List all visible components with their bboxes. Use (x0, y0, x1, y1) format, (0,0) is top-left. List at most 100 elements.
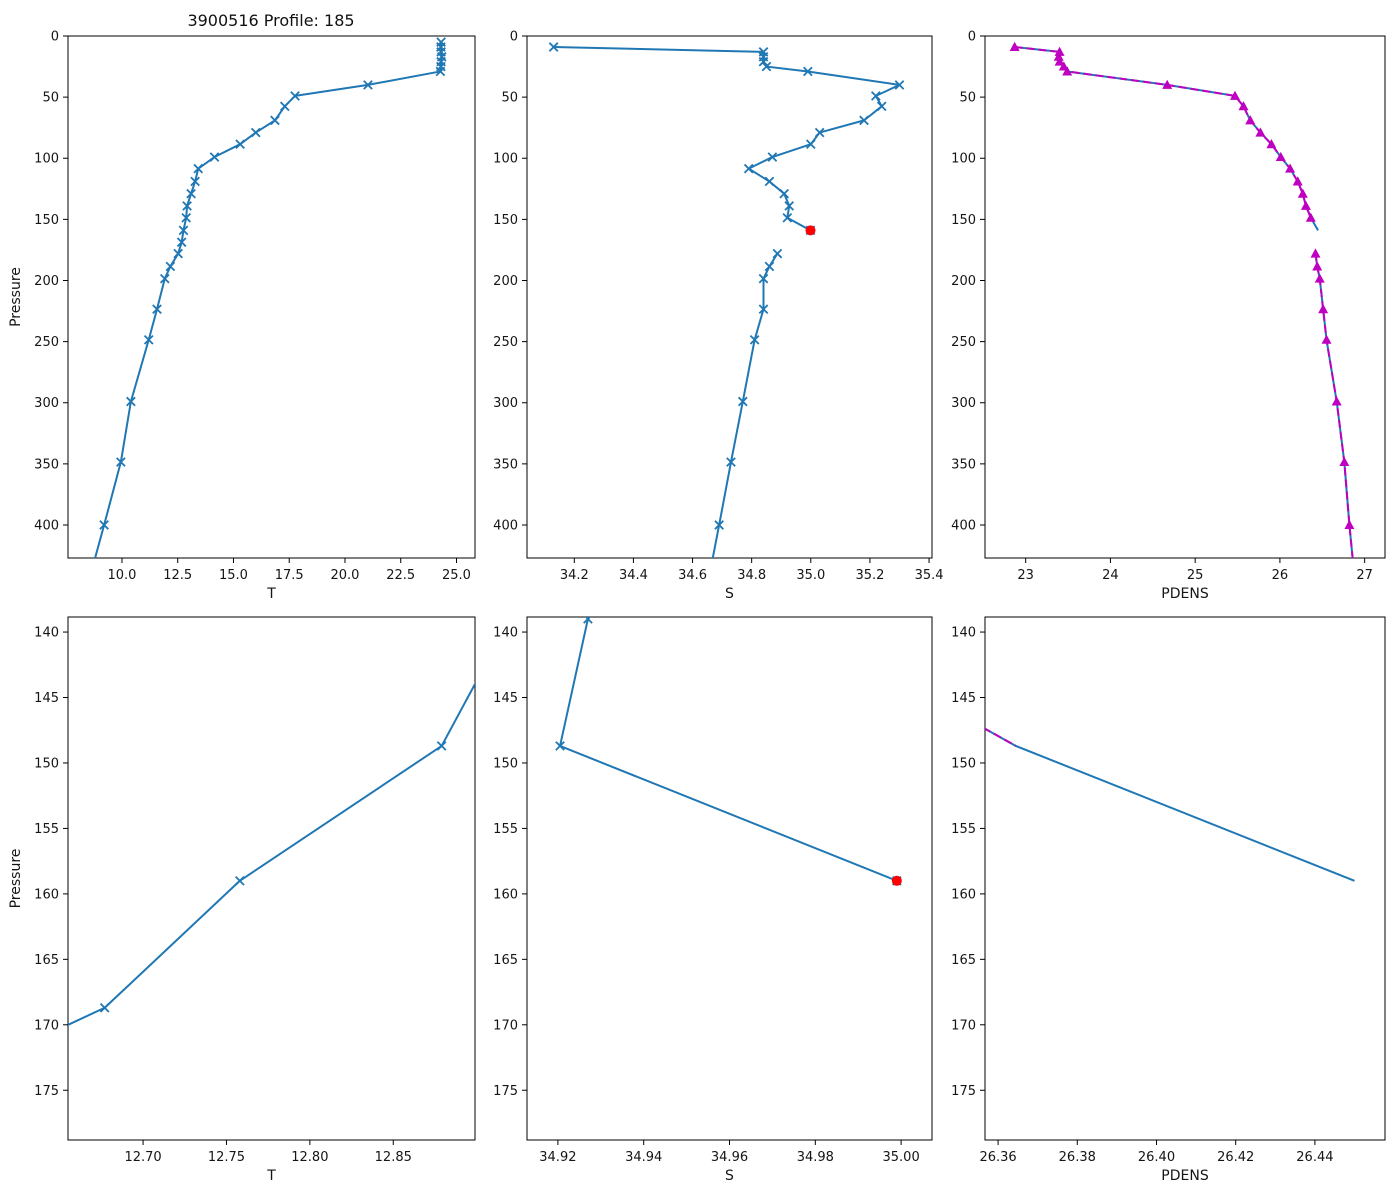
x-marker (290, 91, 300, 101)
y-tick-label: 140 (951, 626, 976, 641)
y-tick-label: 200 (34, 274, 59, 289)
triangle-marker (1054, 56, 1065, 66)
y-tick-label: 50 (42, 91, 59, 106)
x-marker (178, 225, 189, 236)
x-marker (714, 520, 724, 530)
y-tick-label: 400 (34, 518, 59, 533)
y-tick-label: 0 (968, 30, 976, 45)
x-tick-label: 12.75 (208, 1150, 245, 1165)
triangle-marker (1285, 163, 1296, 173)
x-tick-label: 34.96 (711, 1150, 748, 1165)
x-marker (506, 615, 514, 623)
y-tick-label: 150 (34, 213, 59, 228)
y-tick-label: 145 (34, 691, 59, 706)
x-marker (758, 56, 769, 67)
x-marker (894, 80, 905, 90)
x-tick-label: 17.5 (275, 568, 304, 583)
y-tick-label: 400 (951, 518, 976, 533)
x-marker (279, 101, 290, 112)
x-tick-label: 34.8 (737, 568, 766, 583)
triangle-marker (1297, 188, 1308, 198)
triangle-marker (1344, 519, 1355, 529)
x-axis-label: T (266, 586, 276, 602)
x-marker (99, 520, 109, 530)
x-marker (703, 582, 711, 590)
axes-spines (984, 616, 1386, 1141)
triangle-marker (1305, 212, 1316, 222)
x-marker (176, 237, 187, 248)
y-tick-label: 350 (493, 457, 518, 472)
x-tick-label: 12.85 (375, 1150, 412, 1165)
x-marker (784, 201, 795, 211)
x-tick-label: 34.2 (560, 568, 589, 583)
x-marker (737, 396, 748, 407)
x-marker (805, 139, 816, 150)
triangle-marker (1162, 79, 1173, 89)
y-tick-label: 175 (951, 1084, 976, 1099)
y-tick-label: 50 (959, 91, 976, 106)
x-marker (767, 152, 778, 162)
y-tick-label: 165 (951, 953, 976, 968)
y-tick-label: 165 (34, 953, 59, 968)
y-tick-label: 145 (493, 691, 518, 706)
x-marker (779, 188, 790, 199)
x-marker (772, 248, 783, 259)
temperature-profile-line (94, 42, 443, 558)
y-tick-label: 100 (493, 152, 518, 167)
x-tick-label: 34.92 (539, 1150, 576, 1165)
x-axis-label: S (725, 1168, 734, 1184)
x-marker (83, 582, 91, 590)
x-tick-label: 12.80 (291, 1150, 328, 1165)
triangle-marker (1318, 304, 1329, 314)
x-marker (726, 457, 736, 467)
x-marker (126, 396, 136, 407)
triangle-marker (1292, 176, 1303, 186)
x-marker (235, 139, 246, 150)
y-tick-label: 100 (34, 152, 59, 167)
x-marker (190, 176, 200, 187)
x-marker (363, 80, 373, 90)
x-tick-label: 26.36 (979, 1150, 1016, 1165)
x-tick-label: 27 (1356, 568, 1373, 583)
series-group (83, 37, 447, 590)
subplot-s-zoom: 34.92 34.94 34.96 34.98 35.00 140 145 150 155 160… (493, 616, 933, 1184)
triangle-marker (1300, 200, 1311, 210)
x-marker (250, 127, 261, 138)
y-tick-label: 155 (493, 822, 518, 837)
x-tick-label: 22.5 (386, 568, 415, 583)
x-tick-label: 20.0 (331, 568, 360, 583)
axes-spines (526, 35, 933, 559)
x-tick-label: 35.4 (915, 568, 944, 583)
x-marker (234, 875, 245, 886)
x-tick-label: 25 (1187, 568, 1204, 583)
y-tick-label: 160 (493, 887, 518, 902)
triangle-marker (1009, 41, 1020, 52)
y-tick-label: 350 (951, 457, 976, 472)
x-marker (749, 334, 760, 345)
x-marker (764, 261, 775, 272)
x-marker (814, 127, 825, 138)
temperature-zoom-line (68, 681, 475, 1026)
x-marker (806, 484, 814, 492)
x-marker (152, 304, 162, 315)
y-tick-label: 170 (493, 1018, 518, 1033)
triangle-marker (1255, 127, 1266, 137)
x-tick-label: 26.38 (1059, 1150, 1096, 1165)
axes-spines (526, 616, 933, 1141)
triangle-marker (1312, 261, 1323, 271)
x-marker (583, 617, 593, 624)
subplot-pdens-zoom: 26.36 26.38 26.40 26.42 26.44 140 145 150 155 160… (951, 616, 1386, 1184)
x-marker (555, 741, 565, 751)
triangle-marker (1230, 90, 1240, 100)
x-tick-label: 25.0 (442, 568, 471, 583)
y-tick-label: 200 (951, 274, 976, 289)
y-tick-label: 160 (951, 887, 976, 902)
triangle-marker (1054, 46, 1065, 56)
x-marker (870, 91, 881, 101)
triangle-marker (1314, 273, 1325, 283)
y-tick-label: 155 (951, 822, 976, 837)
pdens-qc-lower-line (1314, 253, 1354, 558)
y-tick-label: 250 (493, 335, 518, 350)
